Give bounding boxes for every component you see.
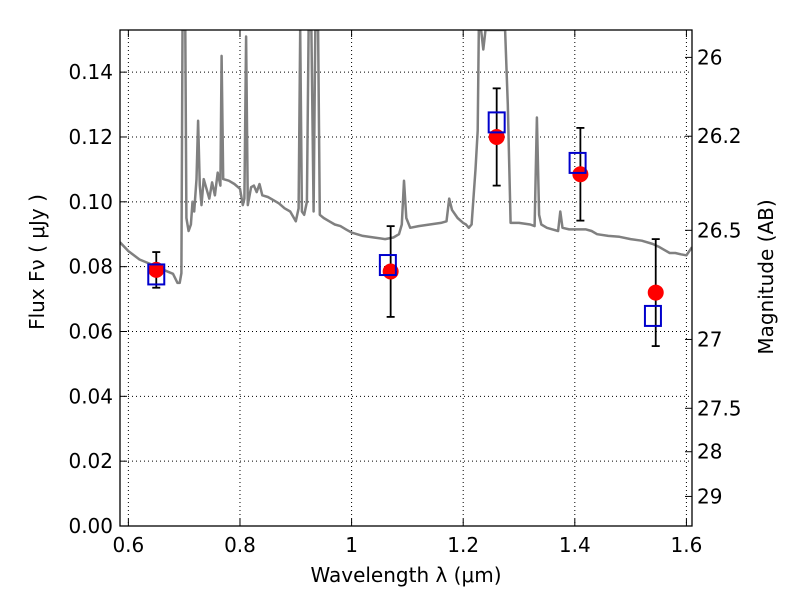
right-axis-title: Magnitude (AB)	[754, 199, 778, 354]
model-spectrum-line	[120, 30, 692, 285]
x-tick-label: 0.8	[224, 533, 256, 557]
model-photometry-square	[147, 263, 166, 286]
right-tick-label: 26	[697, 45, 722, 69]
grid-lines	[120, 30, 692, 527]
right-tick-label: 27	[697, 327, 722, 351]
observed-point	[647, 284, 664, 301]
right-tick-label: 26.2	[697, 124, 742, 148]
x-tick-label: 1.4	[559, 533, 591, 557]
x-tick-label: 0.6	[112, 533, 144, 557]
model-photometry-layer	[147, 111, 662, 327]
x-tick-label: 1.2	[447, 533, 479, 557]
y-tick-label: 0.06	[68, 319, 113, 343]
observed-point	[572, 166, 589, 183]
y-tick-label: 0.00	[68, 514, 113, 538]
tick-labels: 0.6 0.8 1 1.2 1.4 1.6 0.00 0.02 0.04 0.06 0.08 0.10…	[68, 45, 741, 557]
right-tick-label: 29	[697, 484, 722, 508]
plot-frame	[119, 29, 693, 527]
y-tick-label: 0.04	[68, 384, 113, 408]
x-axis-title: Wavelength λ (μm)	[310, 563, 501, 587]
x-tick-label: 1	[345, 533, 358, 557]
y-tick-label: 0.08	[68, 255, 113, 279]
y-tick-label: 0.10	[68, 190, 113, 214]
model-photometry-square	[568, 151, 587, 174]
model-photometry-square	[487, 111, 506, 134]
right-tick-label: 26.5	[697, 218, 742, 242]
y-axis-title: Flux Fν ( μJy )	[25, 194, 49, 330]
model-spectrum-layer	[120, 30, 692, 285]
x-tick-label: 1.6	[671, 533, 703, 557]
y-tick-label: 0.02	[68, 449, 113, 473]
y-tick-label: 0.14	[68, 60, 113, 84]
right-tick-label: 28	[697, 440, 722, 464]
axis-ticks	[120, 30, 692, 527]
model-photometry-square	[643, 304, 662, 327]
y-tick-label: 0.12	[68, 125, 113, 149]
model-photometry-square	[378, 254, 397, 277]
right-tick-label: 27.5	[697, 396, 742, 420]
